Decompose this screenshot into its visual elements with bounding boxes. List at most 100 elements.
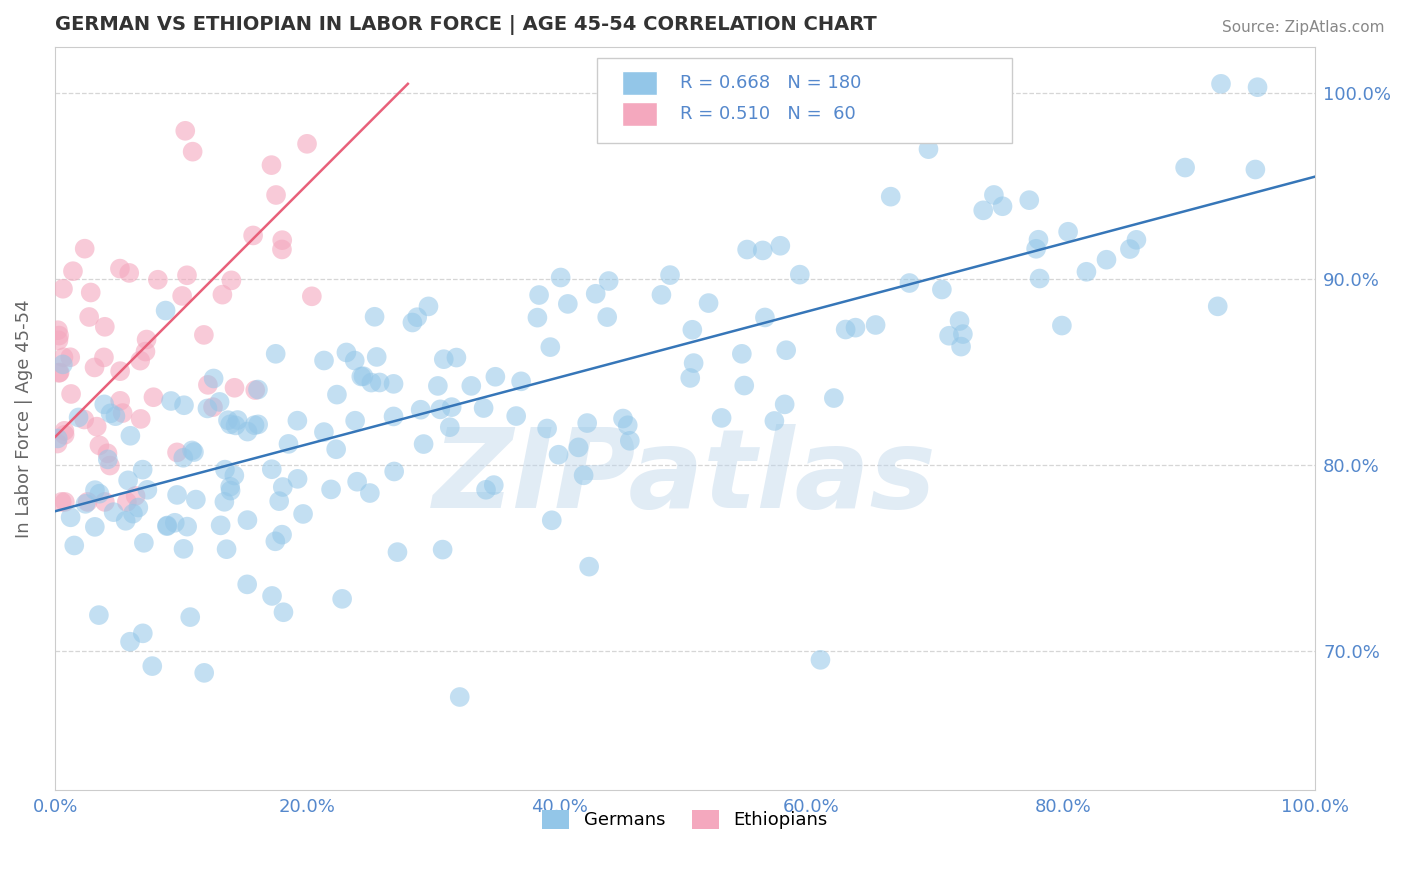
Point	[193, 665, 215, 680]
Point	[264, 188, 287, 202]
Point	[472, 401, 495, 415]
Text: ZIPatlas: ZIPatlas	[433, 425, 936, 532]
Point	[89, 486, 111, 500]
Point	[163, 516, 186, 530]
Point	[202, 371, 225, 385]
Point	[219, 417, 242, 432]
Point	[810, 653, 832, 667]
Point	[94, 495, 117, 509]
Point	[108, 393, 131, 408]
Point	[363, 310, 385, 324]
Point	[48, 328, 70, 343]
Point	[217, 413, 239, 427]
Point	[426, 379, 449, 393]
Text: R = 0.668   N = 180: R = 0.668 N = 180	[681, 74, 862, 92]
Point	[449, 690, 471, 704]
Point	[62, 264, 84, 278]
Point	[312, 353, 335, 368]
Point	[401, 316, 423, 330]
Y-axis label: In Labor Force | Age 45-54: In Labor Force | Age 45-54	[15, 299, 32, 538]
Point	[585, 286, 607, 301]
Point	[120, 429, 142, 443]
Point	[773, 397, 796, 411]
Point	[1057, 225, 1080, 239]
Point	[141, 659, 163, 673]
Point	[440, 400, 463, 414]
Point	[429, 402, 451, 417]
Legend: Germans, Ethiopians: Germans, Ethiopians	[534, 803, 835, 837]
Point	[271, 527, 294, 541]
Point	[412, 437, 434, 451]
Point	[53, 424, 76, 438]
Point	[301, 289, 323, 303]
Point	[650, 288, 672, 302]
Point	[215, 542, 238, 557]
Point	[352, 369, 374, 384]
Point	[183, 445, 205, 459]
Point	[122, 507, 145, 521]
Point	[221, 273, 243, 287]
Point	[197, 377, 219, 392]
Point	[156, 519, 179, 533]
Point	[917, 142, 939, 156]
Point	[344, 414, 367, 428]
Point	[273, 605, 295, 619]
Point	[181, 443, 204, 458]
Point	[952, 327, 974, 342]
Point	[844, 320, 866, 334]
Point	[53, 427, 76, 442]
Point	[754, 310, 776, 325]
Point	[211, 287, 233, 301]
Point	[46, 323, 69, 337]
Point	[80, 285, 103, 300]
Point	[775, 343, 797, 358]
Point	[271, 480, 294, 494]
Point	[96, 446, 118, 460]
Point	[104, 409, 127, 424]
Point	[406, 310, 429, 325]
Point	[225, 418, 247, 433]
Point	[769, 239, 792, 253]
Point	[343, 353, 366, 368]
Point	[114, 514, 136, 528]
Point	[174, 124, 197, 138]
Point	[117, 473, 139, 487]
Point	[538, 340, 561, 354]
Point	[679, 371, 702, 385]
Point	[146, 273, 169, 287]
Point	[432, 542, 454, 557]
Point	[1244, 162, 1267, 177]
Point	[53, 495, 76, 509]
Point	[983, 188, 1005, 202]
Point	[84, 483, 107, 497]
Point	[214, 495, 236, 509]
Point	[103, 505, 125, 519]
Point	[387, 545, 409, 559]
Point	[898, 276, 921, 290]
Point	[1246, 80, 1268, 95]
Point	[136, 483, 159, 497]
Point	[550, 270, 572, 285]
Point	[108, 261, 131, 276]
Point	[510, 375, 533, 389]
Point	[173, 398, 195, 412]
Point	[475, 483, 498, 497]
Point	[612, 411, 634, 425]
Point	[115, 495, 138, 509]
Point	[789, 268, 811, 282]
Point	[83, 520, 105, 534]
Point	[264, 347, 287, 361]
Point	[63, 539, 86, 553]
Point	[118, 634, 141, 648]
Point	[181, 145, 204, 159]
Point	[1209, 77, 1232, 91]
Point	[991, 199, 1014, 213]
Point	[73, 242, 96, 256]
Text: R = 0.510   N =  60: R = 0.510 N = 60	[681, 105, 856, 123]
Point	[382, 376, 405, 391]
Point	[287, 414, 309, 428]
Point	[214, 463, 236, 477]
Point	[972, 203, 994, 218]
Text: Source: ZipAtlas.com: Source: ZipAtlas.com	[1222, 20, 1385, 35]
Point	[433, 352, 456, 367]
